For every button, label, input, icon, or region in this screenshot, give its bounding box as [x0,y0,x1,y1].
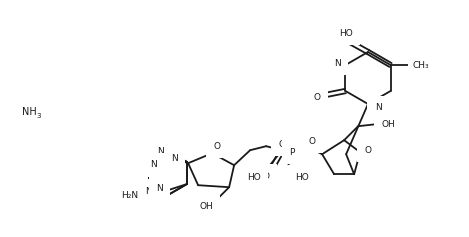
Text: O: O [309,137,316,146]
Text: NH: NH [22,107,37,117]
Text: CH₃: CH₃ [413,60,429,69]
Text: N: N [158,146,164,155]
Text: H₂N: H₂N [121,191,138,200]
Text: HO: HO [339,28,353,37]
Text: 3: 3 [36,113,40,119]
Text: O: O [263,172,270,181]
Text: N: N [156,184,162,193]
Text: O: O [314,92,321,101]
Text: HO: HO [295,173,309,182]
Text: P: P [289,148,295,157]
Text: OH: OH [381,120,395,129]
Text: N: N [334,59,341,68]
Text: O: O [364,146,371,155]
Text: O: O [279,140,286,149]
Text: N: N [145,187,152,196]
Text: HO: HO [247,173,261,182]
Text: N: N [171,154,177,163]
Text: OH: OH [199,202,213,211]
Text: O: O [213,142,220,151]
Text: N: N [150,160,157,169]
Text: N: N [375,104,381,113]
